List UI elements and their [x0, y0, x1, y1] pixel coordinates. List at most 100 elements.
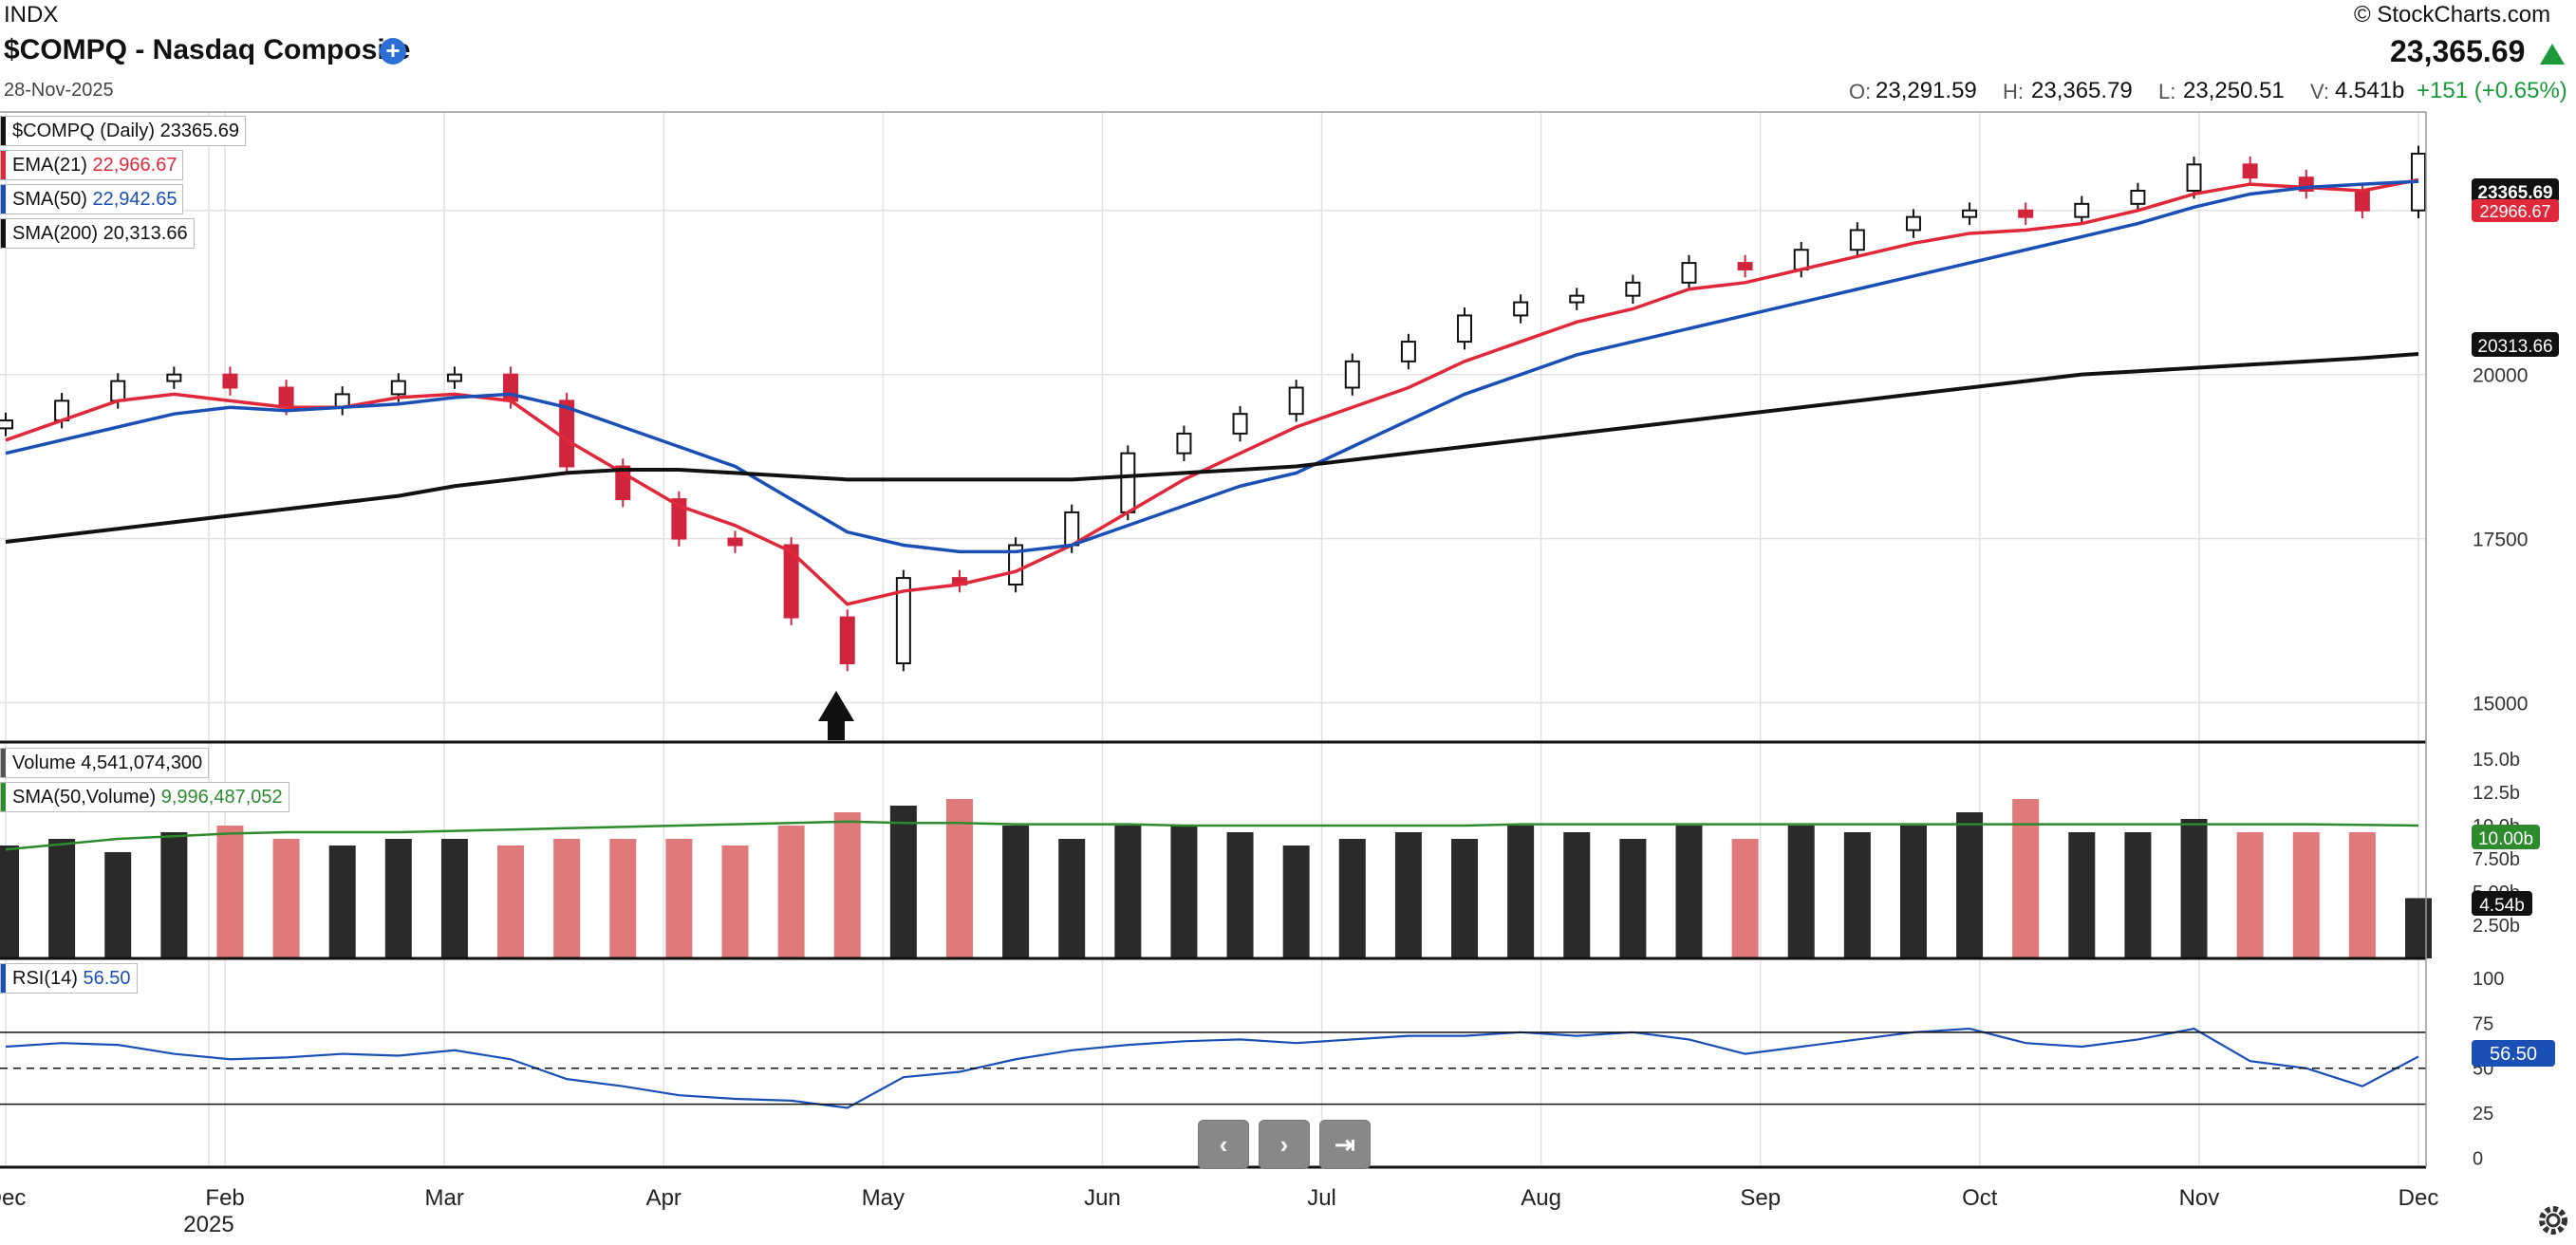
- volume-bar: [2405, 898, 2432, 958]
- volume-bar: [2124, 832, 2152, 958]
- candle-body: [671, 498, 687, 540]
- legend-sma200-value: 20,313.66: [103, 223, 188, 244]
- exchange-label: INDX: [4, 2, 59, 28]
- volume-bar: [833, 812, 861, 958]
- x-tick-label: Sep: [1740, 1185, 1781, 1211]
- volume-bar: [945, 799, 973, 958]
- sma200-line: [5, 352, 2419, 545]
- open-label: O:: [1849, 80, 1872, 103]
- tag-price: 23365.69: [2472, 178, 2559, 203]
- volume-bar: [0, 845, 19, 958]
- scroll-left-button[interactable]: ‹: [1198, 1120, 1249, 1169]
- candle-body: [1681, 262, 1697, 284]
- volume-y-tick-label: 2.50b: [2473, 916, 2520, 937]
- rsi-y-tick-label: 75: [2473, 1013, 2493, 1034]
- volume-bar: [1731, 839, 1759, 958]
- volume-bar: [1956, 812, 1984, 958]
- legend-vol-sma-value: 9,996,487,052: [160, 787, 283, 808]
- low-label: L:: [2158, 80, 2176, 103]
- candle-body: [2074, 202, 2090, 218]
- settings-gear-icon[interactable]: [2539, 1206, 2567, 1235]
- scroll-to-end-button[interactable]: ⇥: [1319, 1120, 1371, 1169]
- volume-bar: [1338, 839, 1366, 958]
- candle-body: [1008, 544, 1024, 585]
- volume-bar: [2012, 799, 2040, 958]
- tag-vol-sma: 10.00b: [2472, 825, 2540, 849]
- volume-bar: [384, 839, 412, 958]
- volume-bar: [665, 839, 693, 958]
- x-tick-label: Feb: [205, 1185, 244, 1211]
- rsi-line: [5, 1027, 2419, 1109]
- candle-body: [1288, 386, 1304, 416]
- volume-sma-line: [5, 820, 2419, 851]
- low-value: 23,250.51: [2183, 78, 2285, 103]
- legend-sma50-value: 22,942.65: [92, 189, 177, 210]
- candle-body: [110, 380, 126, 402]
- volume-bar: [216, 826, 244, 958]
- change-value: +151 (+0.65%): [2417, 78, 2567, 103]
- legend-sma200-name: SMA(200): [12, 223, 99, 244]
- price-y-tick-label: 17500: [2473, 530, 2528, 551]
- candle-body: [2242, 163, 2258, 179]
- legend-rsi: RSI(14) 56.50: [0, 963, 138, 994]
- legend-ema21-name: EMA(21): [12, 155, 87, 176]
- volume-bar: [777, 826, 805, 958]
- tag-ema: 22966.67: [2472, 199, 2559, 222]
- candle-body: [1793, 249, 1809, 270]
- sma50-line: [5, 179, 2419, 554]
- candle-body: [1232, 413, 1248, 435]
- legend-ema21-value: 22,966.67: [92, 155, 177, 176]
- volume-bar: [2292, 832, 2320, 958]
- candle-body: [2186, 163, 2202, 192]
- x-tick-label: May: [862, 1185, 905, 1211]
- candle-body: [1344, 360, 1360, 389]
- volume-bar: [553, 839, 581, 958]
- volume-bar: [2180, 819, 2208, 958]
- stockcharts-logo[interactable]: © StockCharts.com: [2354, 2, 2551, 28]
- volume-bar: [440, 839, 468, 958]
- rsi-y-tick-label: 100: [2473, 969, 2504, 990]
- volume-bar: [328, 845, 356, 958]
- x-tick-label: Oct: [1962, 1185, 1998, 1211]
- x-tick-label: Jul: [1307, 1185, 1336, 1211]
- candle-body: [1400, 341, 1416, 362]
- up-arrow-icon: [2540, 44, 2565, 65]
- volume-bar: [889, 806, 917, 958]
- price-tags: 23365.69 22966.67 20313.66 10.00b 4.54b …: [2472, 178, 2559, 1067]
- candle-body: [1905, 215, 1921, 232]
- candle-body: [1176, 432, 1192, 455]
- legend-sma200: SMA(200) 20,313.66: [0, 218, 195, 249]
- legend-price: $COMPQ (Daily) 23365.69: [0, 116, 246, 146]
- ema21-line: [5, 177, 2419, 606]
- volume-label: V:: [2310, 80, 2329, 103]
- legend-ema21: EMA(21) 22,966.67: [0, 150, 184, 180]
- tag-sma200-text: 20313.66: [2477, 337, 2552, 357]
- add-symbol-icon[interactable]: +: [380, 38, 406, 65]
- volume-bar: [1787, 826, 1815, 958]
- x-tick-label: Dec: [0, 1185, 26, 1211]
- tag-sma200: 20313.66: [2472, 332, 2559, 357]
- candle-body: [1962, 209, 1978, 218]
- legend-rsi-name: RSI(14): [12, 968, 78, 989]
- candle-body: [1064, 511, 1080, 547]
- volume-y-tick-label: 7.50b: [2473, 849, 2520, 870]
- chart-header: INDX $COMPQ - Nasdaq Composite + 28-Nov-…: [0, 0, 2576, 112]
- high-value: 23,365.79: [2031, 78, 2133, 103]
- tag-vol-sma-text: 10.00b: [2478, 829, 2533, 849]
- legend-sma50-name: SMA(50): [12, 189, 87, 210]
- volume-bar: [1675, 826, 1703, 958]
- bottom-arrow-icon: [818, 691, 854, 740]
- candle-body: [2354, 190, 2370, 212]
- legend-volume: Volume 4,541,074,300: [0, 748, 210, 778]
- legend-volume-value: 4,541,074,300: [81, 753, 203, 773]
- candle-body: [727, 537, 743, 547]
- scroll-right-button[interactable]: ›: [1259, 1120, 1310, 1169]
- volume-bar: [104, 852, 132, 958]
- volume-bar: [2068, 832, 2096, 958]
- candle-body: [2018, 209, 2034, 218]
- panel-frames: [0, 111, 2427, 1169]
- volume-bar: [1170, 826, 1198, 958]
- candle-body: [1849, 229, 1865, 251]
- x-tick-label: Jun: [1084, 1185, 1121, 1211]
